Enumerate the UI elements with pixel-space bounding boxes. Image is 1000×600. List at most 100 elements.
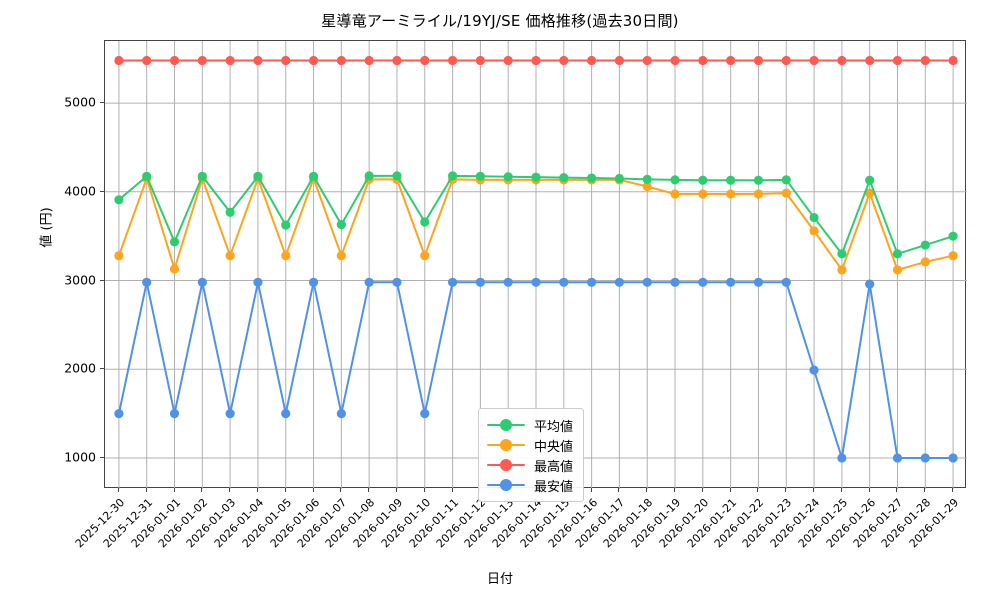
data-point — [114, 408, 124, 419]
data-point — [642, 174, 652, 184]
data-point — [614, 277, 625, 287]
x-tick-mark — [674, 488, 676, 492]
data-point — [892, 55, 903, 66]
legend-item-平均値[interactable]: 平均値 — [487, 415, 573, 435]
data-point — [336, 220, 346, 230]
chart-legend[interactable]: 平均値中央値最高値最安値 — [478, 408, 585, 502]
y-axis-label: 値 (円) — [39, 207, 55, 248]
data-point — [475, 277, 485, 287]
data-point — [781, 277, 791, 287]
data-point — [225, 207, 235, 217]
data-point — [781, 55, 791, 66]
x-tick-mark — [840, 488, 842, 492]
data-point — [336, 251, 346, 261]
x-tick-mark — [145, 488, 147, 492]
y-tick-label: 1000 — [64, 449, 96, 465]
data-point — [614, 173, 625, 184]
data-point — [364, 277, 374, 287]
plot-svg — [105, 41, 967, 489]
data-point — [364, 55, 374, 66]
x-tick-mark — [813, 488, 815, 492]
data-point — [447, 171, 458, 181]
data-point — [225, 55, 235, 66]
data-point — [837, 453, 847, 463]
data-point — [392, 171, 402, 181]
x-tick-mark — [618, 488, 620, 492]
data-point — [920, 257, 930, 267]
data-point — [642, 277, 652, 287]
x-tick-mark — [701, 488, 703, 492]
data-point — [614, 55, 625, 66]
data-point — [642, 181, 652, 192]
data-point — [920, 240, 930, 250]
data-point — [447, 277, 458, 287]
y-tick-mark — [100, 102, 104, 104]
data-point — [197, 55, 207, 66]
data-point — [281, 220, 291, 230]
data-point — [336, 55, 346, 66]
data-point — [948, 453, 958, 463]
data-point — [892, 265, 903, 275]
data-point — [169, 55, 180, 66]
data-point — [670, 175, 680, 185]
data-point — [809, 55, 819, 66]
legend-label: 最高値 — [534, 459, 574, 475]
legend-item-中央値[interactable]: 中央値 — [487, 435, 573, 455]
gridlines — [105, 41, 967, 489]
data-point — [114, 251, 124, 261]
x-tick-mark — [395, 488, 397, 492]
x-tick-mark — [924, 488, 926, 492]
x-axis-label: 日付 — [486, 572, 513, 587]
data-point — [475, 171, 485, 181]
x-tick-mark — [646, 488, 648, 492]
x-tick-mark — [284, 488, 286, 492]
y-tick-label: 4000 — [64, 183, 96, 199]
data-point — [753, 55, 764, 66]
data-point — [281, 251, 291, 261]
data-point — [892, 249, 903, 259]
y-tick-mark — [100, 456, 104, 458]
data-point — [531, 172, 541, 182]
data-point — [197, 277, 207, 287]
data-point — [726, 55, 736, 66]
data-point — [809, 226, 819, 236]
data-point — [865, 188, 875, 198]
data-point — [503, 172, 513, 182]
data-point — [253, 171, 263, 181]
data-point — [837, 55, 847, 66]
data-point — [281, 55, 291, 66]
x-tick-mark — [451, 488, 453, 492]
data-point — [559, 55, 569, 66]
data-point — [225, 251, 235, 261]
data-point — [197, 171, 207, 181]
series-0 — [114, 171, 958, 259]
y-tick-label: 3000 — [64, 272, 96, 288]
data-point — [587, 277, 597, 287]
legend-item-最安値[interactable]: 最安値 — [487, 475, 573, 495]
data-point — [503, 277, 513, 287]
data-point — [809, 365, 819, 375]
data-point — [698, 189, 708, 199]
data-point — [587, 173, 597, 183]
y-tick-mark — [100, 279, 104, 281]
legend-label: 最安値 — [534, 479, 574, 495]
data-point — [225, 408, 235, 419]
x-tick-mark — [868, 488, 870, 492]
data-point — [753, 277, 764, 287]
data-point — [920, 453, 930, 463]
data-point — [865, 55, 875, 66]
legend-swatch-icon — [487, 458, 525, 472]
data-point — [142, 55, 152, 66]
x-tick-mark — [256, 488, 258, 492]
legend-item-最高値[interactable]: 最高値 — [487, 455, 573, 475]
legend-label: 中央値 — [534, 439, 574, 455]
x-tick-mark — [173, 488, 175, 492]
legend-swatch-icon — [487, 418, 525, 432]
data-point — [726, 277, 736, 287]
data-point — [920, 55, 930, 66]
x-tick-mark — [423, 488, 425, 492]
data-point — [559, 277, 569, 287]
data-point — [392, 277, 402, 287]
data-point — [948, 55, 958, 66]
series-3 — [114, 277, 958, 463]
